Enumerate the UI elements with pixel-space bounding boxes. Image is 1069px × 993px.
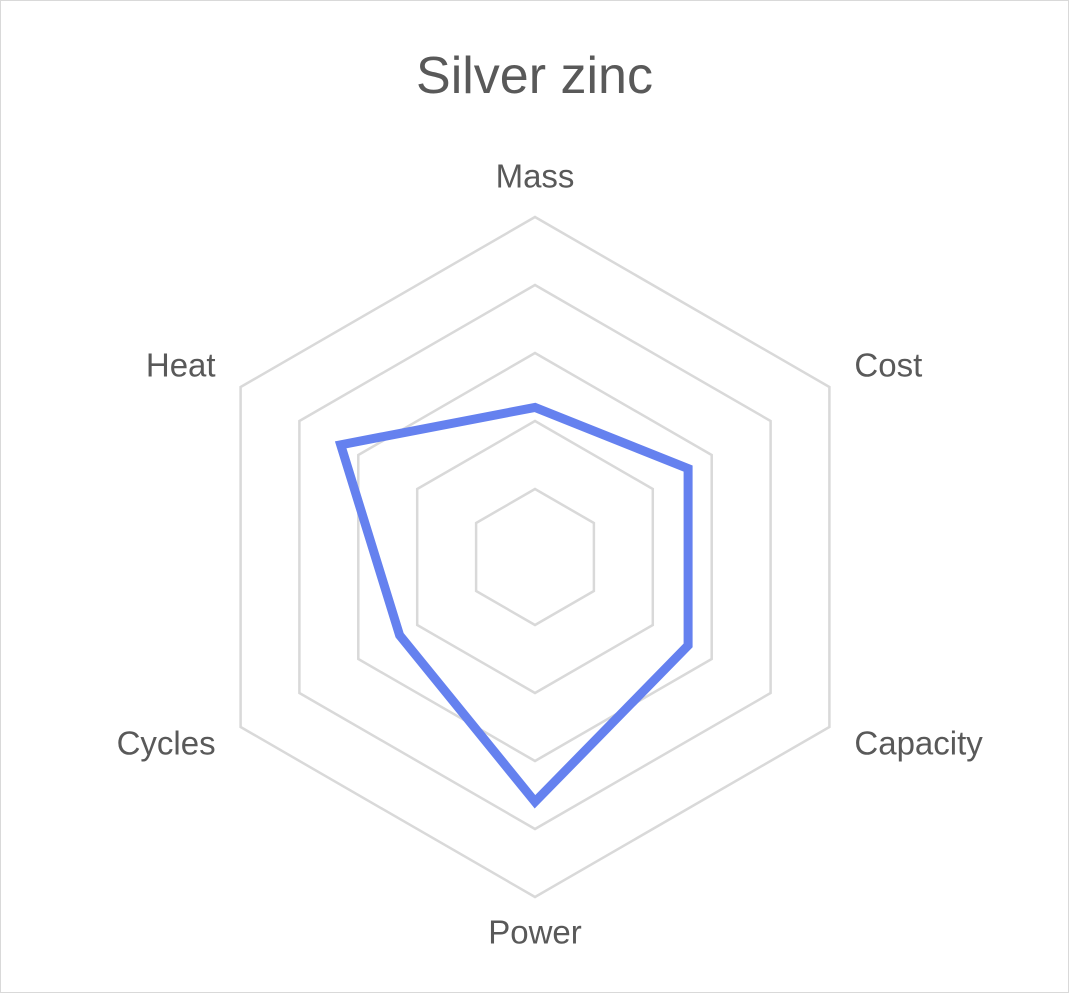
chart-title: Silver zinc	[416, 47, 653, 105]
grid-ring-5	[239, 215, 831, 899]
axis-label-mass: Mass	[496, 158, 575, 195]
axis-label-power: Power	[488, 914, 582, 951]
axis-label-heat: Heat	[146, 347, 216, 384]
radar-grid	[239, 215, 831, 899]
axis-labels: Mass Cost Capacity Power Cycles Heat	[117, 158, 984, 951]
grid-ring-3	[357, 351, 713, 763]
axis-label-cost: Cost	[854, 347, 922, 384]
series-layer	[334, 402, 693, 809]
grid-ring-4	[298, 283, 772, 831]
axis-label-capacity: Capacity	[854, 725, 983, 762]
grid-ring-1	[474, 487, 596, 627]
axis-label-cycles: Cycles	[117, 725, 216, 762]
grid-ring-2	[415, 419, 655, 695]
series-line-0	[334, 402, 693, 809]
